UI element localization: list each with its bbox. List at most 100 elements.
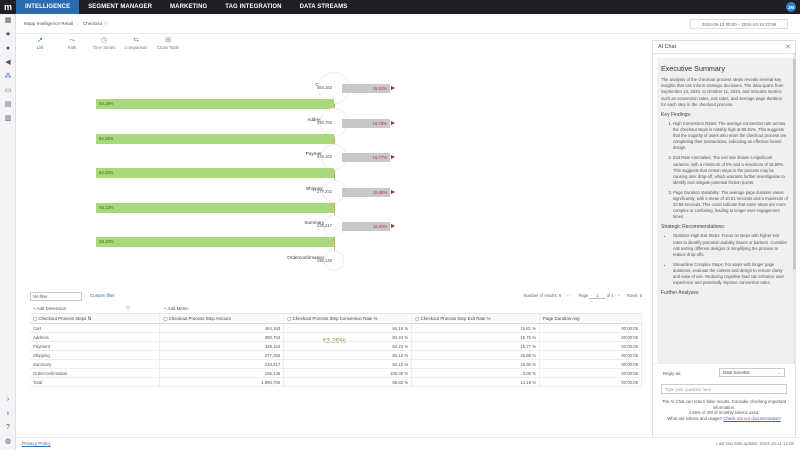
exit-arrow-icon bbox=[391, 86, 395, 90]
date-range-picker[interactable]: 2024-09-13 00:00 – 2024-10-10 23:59 bbox=[690, 19, 788, 29]
conversion-rate-bar[interactable]: 84.24% bbox=[96, 133, 334, 144]
grid-settings-icon[interactable]: ⊡ bbox=[126, 305, 130, 310]
table-cell: 329,163 bbox=[159, 341, 285, 351]
tab-list[interactable]: ↗ List bbox=[24, 36, 56, 54]
users-icon[interactable]: ● bbox=[5, 45, 11, 52]
tab-comparison[interactable]: ⇆ Comparison bbox=[120, 36, 152, 54]
conversion-rate-bar[interactable]: 84.19% bbox=[96, 99, 334, 109]
globe-icon[interactable]: ◍ bbox=[4, 438, 12, 445]
tab-path[interactable]: ⤳ Path bbox=[56, 36, 88, 54]
next-page-icon[interactable]: › bbox=[614, 293, 617, 298]
dashboard-icon[interactable]: ▦ bbox=[4, 17, 12, 24]
page-label: Page bbox=[578, 293, 589, 298]
table-row[interactable]: Shipping 277,252 84.12 % 15.88 % 00:00:05 bbox=[30, 350, 642, 360]
funnel-step-amount: 277,252 bbox=[316, 188, 332, 194]
help-icon[interactable]: ? bbox=[6, 424, 10, 431]
ai-chat-messages[interactable]: Executive Summary The analysis of the ch… bbox=[657, 58, 793, 394]
table-cell: 15.77 % bbox=[411, 341, 541, 351]
nav-intelligence[interactable]: INTELLIGENCE bbox=[16, 0, 80, 14]
ai-chat-scroll-thumb[interactable] bbox=[793, 59, 796, 269]
expand-sidebar-icon[interactable]: › bbox=[6, 396, 10, 403]
rows-label[interactable]: Rows: 6 bbox=[626, 293, 642, 298]
grid-icon[interactable]: ▤ bbox=[4, 101, 12, 108]
analysis-icon[interactable]: ⁂ bbox=[4, 73, 12, 80]
info-icon[interactable]: ⓘ bbox=[103, 21, 109, 26]
close-icon[interactable]: ✕ bbox=[785, 44, 791, 51]
column-label: Checkout Process Step Exit Rate % bbox=[420, 315, 491, 321]
add-metric-button[interactable]: + Add Metric bbox=[164, 306, 189, 311]
first-page-icon[interactable]: « bbox=[566, 293, 569, 298]
tab-cross-table[interactable]: ⊞ Cross Table bbox=[152, 36, 184, 54]
page-input[interactable]: 1 bbox=[589, 293, 606, 299]
conversion-rate-bar[interactable]: 84.12% bbox=[96, 202, 334, 213]
lightbulb-icon[interactable]: ♁ bbox=[5, 410, 11, 417]
exit-rate-bar[interactable]: 15.81% bbox=[342, 84, 390, 93]
table-row[interactable]: Payment 329,163 84.23 % 15.77 % 00:00:05 bbox=[30, 341, 642, 351]
account-name[interactable]: Mapp Intelligence Retail bbox=[24, 21, 74, 26]
funnel-step-amount: 196,146 bbox=[316, 257, 332, 263]
table-row[interactable]: Cart 464,163 84.19 % 15.81 % 00:00:05 bbox=[30, 323, 642, 333]
table-row[interactable]: Summary 233,217 84.10 % 15.90 % 00:00:05 bbox=[30, 359, 642, 369]
exit-rate-bar[interactable]: 15.88% bbox=[342, 187, 391, 197]
recommendations-title: Strategic Recommendations: bbox=[661, 224, 726, 231]
finding-item: Page Duration Variability: The average p… bbox=[673, 190, 788, 220]
disclaimer-text: The AI Chat can return false results. Co… bbox=[661, 399, 787, 410]
table-cell: Summary bbox=[30, 359, 161, 369]
filter-select[interactable]: No filter bbox=[30, 292, 82, 301]
table-cell: 00:00:05 bbox=[539, 332, 642, 342]
column-header-steps[interactable]: ▢ Checkout Process Steps ⇅ bbox=[30, 314, 161, 324]
prev-page-icon[interactable]: ‹ bbox=[569, 293, 572, 298]
page-footer: Privacy Policy Last raw data update: 202… bbox=[16, 437, 800, 450]
data-table: ▢ Checkout Process Steps ⇅ ▢ Checkout Pr… bbox=[30, 314, 642, 387]
star-icon[interactable]: ★ bbox=[4, 31, 12, 38]
breadcrumb: Mapp Intelligence Retail | Checkout ⓘ bbox=[24, 21, 108, 27]
nav-tag-integration[interactable]: TAG INTEGRATION bbox=[225, 4, 282, 10]
exit-rate-bar[interactable]: 15.76% bbox=[342, 118, 390, 128]
exit-rate-bar[interactable]: 15.90% bbox=[342, 222, 391, 231]
finding-item: High Conversion Rates: The average conve… bbox=[673, 121, 788, 151]
table-controls: No filter Custom filter Number of result… bbox=[30, 292, 642, 302]
mapp-logo[interactable]: m bbox=[3, 2, 12, 12]
tokens-question: What are tokens and usage? bbox=[667, 415, 723, 421]
table-cell: 84.10 % bbox=[283, 359, 413, 369]
last-page-icon[interactable]: » bbox=[617, 293, 620, 298]
table-row[interactable]: Orderconfirmation 196,146 100.00 % 0.00 % 00… bbox=[30, 368, 642, 378]
table-cell: 464,163 bbox=[159, 323, 285, 333]
add-dimension-button[interactable]: + Add Dimension bbox=[33, 306, 67, 311]
column-label: Checkout Process Steps bbox=[38, 315, 87, 321]
question-input[interactable]: Type your question here bbox=[661, 384, 787, 394]
custom-filter-link[interactable]: Custom filter bbox=[90, 293, 115, 298]
exit-rate-bar[interactable]: 15.77% bbox=[342, 153, 390, 162]
table-row[interactable]: Address 390,763 84.24 % 15.76 % 00:00:05 bbox=[30, 332, 642, 342]
conversion-rate-bar[interactable]: 84.23% bbox=[96, 168, 334, 178]
chevron-down-icon: ⌄ bbox=[777, 370, 781, 375]
table-cell: 85.82 % bbox=[283, 377, 413, 387]
column-header-conversion[interactable]: ▢ Checkout Process Step Conversion Rate … bbox=[283, 314, 413, 324]
conversion-rate-bar[interactable]: 84.10% bbox=[96, 237, 334, 247]
column-header-exit[interactable]: ▢ Checkout Process Step Exit Rate % bbox=[411, 314, 541, 324]
funnel-step-label: Summary bbox=[304, 220, 324, 225]
ai-chat-title: AI Chat bbox=[658, 44, 676, 50]
breadcrumb-separator: | bbox=[77, 21, 79, 26]
nav-data-streams[interactable]: DATA STREAMS bbox=[299, 4, 348, 10]
table-cell: 84.23 % bbox=[283, 341, 413, 351]
table-cell: 0.00 % bbox=[411, 368, 541, 378]
column-header-amount[interactable]: ▢ Checkout Process Step Amount bbox=[159, 314, 285, 324]
report-icon[interactable]: ▥ bbox=[4, 115, 12, 122]
basket-icon[interactable]: ▭ bbox=[4, 87, 12, 94]
privacy-policy-link[interactable]: Privacy Policy bbox=[22, 441, 51, 446]
findings-list: High Conversion Rates: The average conve… bbox=[661, 121, 788, 220]
megaphone-icon[interactable]: ◀ bbox=[5, 59, 11, 66]
user-avatar[interactable]: JM bbox=[786, 2, 796, 12]
column-header-duration[interactable]: Page Duration Avg bbox=[539, 314, 642, 324]
table-total-row[interactable]: Total 1,890,706 85.82 % 14.18 % 00:00:05 bbox=[30, 377, 642, 387]
summary-intro: The analysis of the checkout process ste… bbox=[661, 77, 784, 107]
dimension-metric-bar: + Add Dimension ⊡ + Add Metric bbox=[30, 305, 642, 314]
tab-time-series[interactable]: ◷ Time Series bbox=[88, 36, 120, 54]
nav-segment-manager[interactable]: SEGMENT MANAGER bbox=[88, 4, 153, 10]
documentation-link[interactable]: Check out our documentation! bbox=[723, 415, 781, 421]
persona-select[interactable]: Data Scientist ⌄ bbox=[719, 368, 785, 377]
nav-marketing[interactable]: MARKETING bbox=[170, 4, 208, 10]
recommendation-item: Streamline Complex Steps: For steps with… bbox=[673, 262, 788, 286]
line-chart-icon: ↗ bbox=[37, 37, 43, 44]
